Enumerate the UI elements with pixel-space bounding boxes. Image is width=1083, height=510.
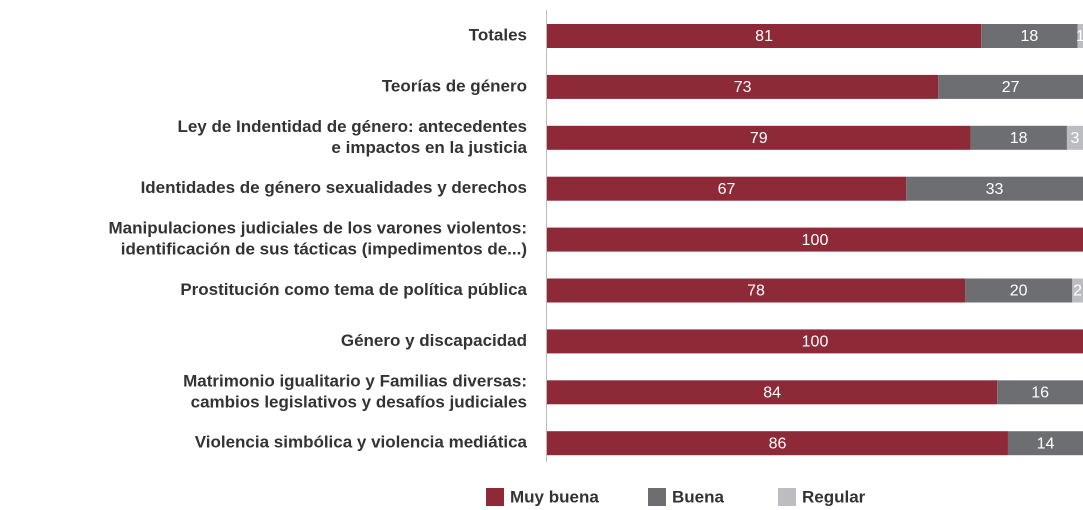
value-label: 33 xyxy=(986,181,1004,198)
bar-segment xyxy=(970,125,1067,150)
bar-segment xyxy=(1007,431,1083,456)
bar-segment xyxy=(997,380,1083,405)
category-label: Identidades de género sexualidades y der… xyxy=(141,178,527,197)
value-label: 84 xyxy=(763,385,781,402)
bar-segment xyxy=(938,74,1083,99)
category-label: Ley de Indentidad de género: antecedente… xyxy=(177,117,527,136)
category-label: Totales xyxy=(469,25,527,44)
value-label: 73 xyxy=(734,79,752,96)
bar-segment xyxy=(547,125,971,150)
legend-swatch xyxy=(778,488,796,506)
bar-segment xyxy=(547,176,907,201)
value-label: 79 xyxy=(750,130,768,147)
bar-segment xyxy=(547,431,1008,456)
bar-segment xyxy=(965,278,1073,303)
category-label: e impactos en la justicia xyxy=(331,138,527,157)
category-label: Género y discapacidad xyxy=(341,331,527,350)
legend-label: Regular xyxy=(802,487,866,506)
bar-segment xyxy=(906,176,1083,201)
legend-swatch xyxy=(486,488,504,506)
value-label: 100 xyxy=(802,232,829,249)
value-label: 27 xyxy=(1002,79,1020,96)
value-label: 18 xyxy=(1021,28,1039,45)
bar-segment xyxy=(547,74,939,99)
category-label: Teorías de género xyxy=(382,76,527,95)
category-label: cambios legislativos y desafíos judicial… xyxy=(191,392,527,411)
bar-segment xyxy=(547,227,1083,252)
value-label: 14 xyxy=(1037,435,1055,452)
legend-label: Muy buena xyxy=(510,487,599,506)
value-label: 86 xyxy=(769,435,787,452)
category-label: Manipulaciones judiciales de los varones… xyxy=(108,219,527,238)
value-label: 67 xyxy=(718,181,736,198)
value-label: 100 xyxy=(802,334,829,351)
value-label: 3 xyxy=(1071,130,1080,147)
bar-segment xyxy=(547,24,982,48)
category-label: Matrimonio igualitario y Familias divers… xyxy=(183,371,527,390)
category-label: identificación de sus tácticas (impedime… xyxy=(121,240,527,259)
bar-segment xyxy=(1072,278,1083,303)
legend-label: Buena xyxy=(672,487,725,506)
value-label: 16 xyxy=(1031,385,1049,402)
value-label: 81 xyxy=(755,28,773,45)
category-label: Prostitución como tema de política públi… xyxy=(180,280,527,299)
value-label: 2 xyxy=(1073,283,1082,300)
legend-swatch xyxy=(648,488,666,506)
value-label: 20 xyxy=(1010,283,1028,300)
value-label: 18 xyxy=(1010,130,1028,147)
bar-segment xyxy=(1066,125,1083,150)
category-label: Violencia simbólica y violencia mediátic… xyxy=(195,433,528,452)
bar-segment xyxy=(981,24,1078,48)
value-label: 1 xyxy=(1076,28,1083,45)
bar-segment xyxy=(1077,24,1083,48)
bar-segment xyxy=(547,278,966,303)
bar-segment xyxy=(547,329,1083,354)
bar-segment xyxy=(547,380,998,405)
value-label: 78 xyxy=(747,283,765,300)
